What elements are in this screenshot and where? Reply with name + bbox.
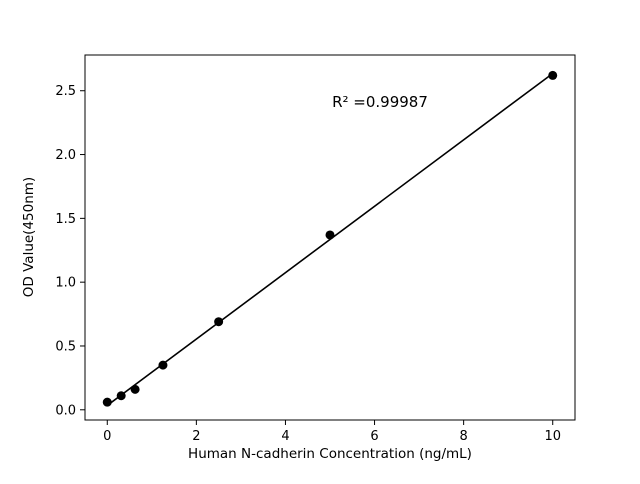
chart-generated-layer: 0 2 4 6 8 10 0.0 0.5 1.0 1.5 2.0 2.5 [55, 54, 576, 444]
x-axis-label: Human N-cadherin Concentration (ng/mL) [188, 446, 472, 462]
axes-box [84, 54, 576, 421]
data-point [158, 360, 168, 370]
data-point [548, 70, 558, 80]
y-axis-label: OD Value(450nm) [21, 177, 37, 297]
r-squared-annotation: R² =0.99987 [332, 93, 428, 111]
x-tick-label: 2 [192, 429, 200, 444]
y-tick-label: 2.5 [55, 84, 76, 99]
y-tick-label: 0.0 [55, 403, 76, 418]
x-tick-label: 0 [103, 429, 111, 444]
data-point [102, 397, 112, 407]
x-tick-label: 6 [370, 429, 378, 444]
data-point [325, 230, 335, 240]
x-tick-label: 10 [544, 429, 561, 444]
y-tick-label: 1.0 [55, 276, 76, 291]
data-point [116, 391, 126, 401]
x-tick-label: 8 [459, 429, 467, 444]
y-tick-label: 0.5 [55, 339, 76, 354]
x-tick-label: 4 [281, 429, 289, 444]
data-point [130, 384, 140, 394]
data-point [214, 317, 224, 327]
y-tick-label: 2.0 [55, 148, 76, 163]
y-tick-label: 1.5 [55, 212, 76, 227]
